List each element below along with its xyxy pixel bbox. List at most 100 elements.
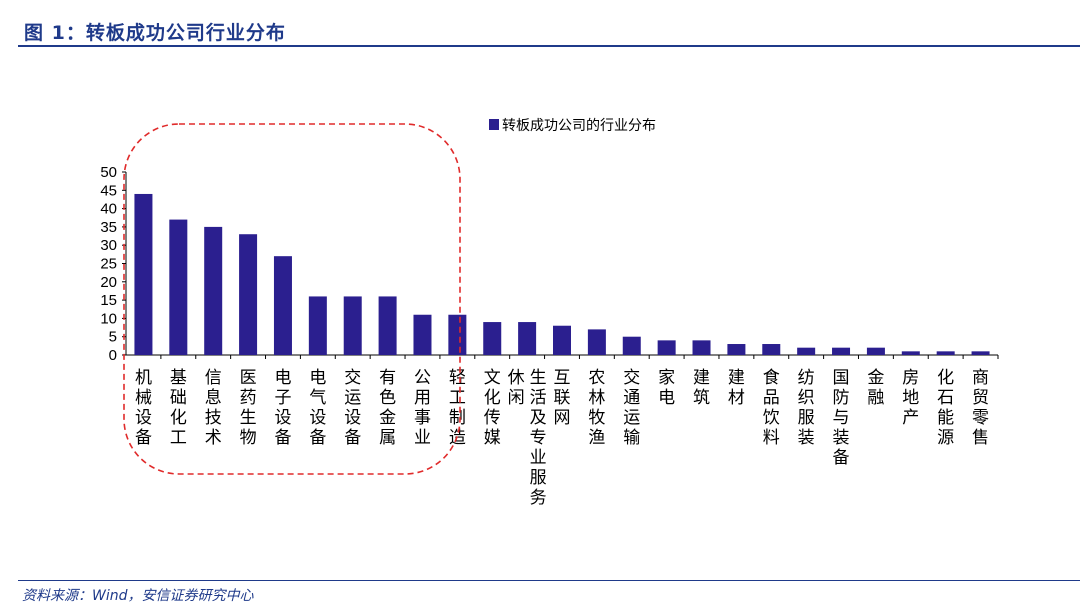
top-rule bbox=[18, 45, 1080, 47]
x-tick-char: 设 bbox=[135, 408, 152, 428]
x-tick-char: 料 bbox=[763, 428, 780, 448]
x-tick-char: 农 bbox=[588, 368, 605, 388]
x-tick-char: 色 bbox=[379, 388, 396, 408]
y-tick-label: 35 bbox=[100, 219, 117, 236]
y-tick-label: 30 bbox=[100, 237, 117, 254]
x-tick-char: 事 bbox=[414, 408, 431, 428]
x-tick-label: 家电 bbox=[658, 368, 675, 408]
x-tick-char: 文 bbox=[484, 368, 501, 388]
x-tick-char: 输 bbox=[623, 428, 640, 448]
x-tick-char: 装 bbox=[833, 428, 850, 448]
x-tick-char: 轻 bbox=[449, 368, 466, 388]
bar bbox=[727, 344, 746, 355]
x-tick-char: 饮 bbox=[763, 408, 780, 428]
x-tick-char: 互 bbox=[554, 368, 571, 388]
x-tick-char: 工 bbox=[449, 388, 466, 408]
chart-legend: 转板成功公司的行业分布 bbox=[489, 118, 656, 134]
x-tick-char: 售 bbox=[972, 428, 989, 448]
bar bbox=[553, 325, 571, 355]
x-tick-char: 国 bbox=[833, 368, 850, 388]
x-tick-char: 装 bbox=[798, 428, 815, 448]
x-tick-char: 商 bbox=[972, 368, 989, 388]
x-tick-char: 业 bbox=[530, 448, 547, 468]
x-tick-char: 用 bbox=[414, 388, 431, 408]
y-tick-label: 0 bbox=[109, 347, 117, 364]
bar bbox=[378, 296, 397, 355]
x-tick-char: 运 bbox=[344, 388, 361, 408]
x-tick-char: 零 bbox=[972, 408, 989, 428]
legend-label: 转板成功公司的行业分布 bbox=[502, 118, 656, 134]
bar bbox=[762, 344, 781, 355]
bar bbox=[832, 347, 851, 355]
x-tick-char: 媒 bbox=[484, 428, 501, 448]
bottom-rule bbox=[18, 580, 1080, 581]
x-tick-char: 属 bbox=[379, 428, 396, 448]
legend-swatch bbox=[489, 119, 499, 130]
x-tick-char: 建 bbox=[728, 368, 745, 388]
y-tick-label: 50 bbox=[100, 164, 117, 181]
x-tick-char: 设 bbox=[274, 408, 291, 428]
bar bbox=[518, 322, 537, 355]
x-tick-char: 网 bbox=[554, 408, 571, 428]
x-tick-char: 设 bbox=[344, 408, 361, 428]
x-tick-char: 础 bbox=[170, 388, 187, 408]
x-tick-char: 备 bbox=[833, 448, 850, 468]
x-tick-char: 化 bbox=[170, 408, 187, 428]
x-tick-char: 备 bbox=[274, 428, 291, 448]
x-tick-char: 织 bbox=[798, 388, 815, 408]
x-tick-char: 休 bbox=[508, 368, 525, 388]
x-tick-char: 信 bbox=[205, 368, 222, 388]
bar bbox=[971, 351, 990, 355]
bar bbox=[587, 329, 606, 355]
x-tick-char: 服 bbox=[798, 408, 815, 428]
x-tick-char: 联 bbox=[554, 388, 571, 408]
bar bbox=[343, 296, 362, 355]
bar bbox=[866, 347, 885, 355]
x-tick-char: 服 bbox=[530, 468, 547, 488]
source-note: 资料来源：Wind，安信证券研究中心 bbox=[22, 588, 254, 604]
y-tick-label: 45 bbox=[100, 182, 117, 199]
x-tick-char: 牧 bbox=[588, 408, 605, 428]
bar bbox=[169, 219, 188, 355]
bar bbox=[622, 336, 641, 355]
x-tick-char: 闲 bbox=[508, 388, 525, 408]
x-tick-char: 材 bbox=[728, 388, 745, 408]
x-tick-char: 交 bbox=[623, 368, 640, 388]
x-tick-char: 业 bbox=[414, 428, 431, 448]
bar bbox=[657, 340, 676, 355]
x-tick-char: 纺 bbox=[798, 368, 815, 388]
figure-title: 图 1：转板成功公司行业分布 bbox=[24, 22, 286, 44]
y-tick-label: 15 bbox=[100, 292, 117, 309]
x-tick-char: 电 bbox=[309, 368, 326, 388]
bar bbox=[308, 296, 327, 355]
x-tick-char: 通 bbox=[623, 388, 640, 408]
x-tick-char: 机 bbox=[135, 368, 152, 388]
x-tick-label: 金融 bbox=[867, 368, 884, 408]
x-tick-char: 活 bbox=[530, 388, 547, 408]
x-tick-labels: 机械设备基础化工信息技术医药生物电子设备电气设备交运设备有色金属公用事业轻工制造… bbox=[135, 368, 989, 508]
x-tick-char: 专 bbox=[530, 428, 547, 448]
x-tick-char: 有 bbox=[379, 368, 396, 388]
bar bbox=[797, 347, 816, 355]
highlight-dashed-box bbox=[123, 123, 461, 475]
x-tick-char: 设 bbox=[309, 408, 326, 428]
x-tick-char: 源 bbox=[937, 428, 954, 448]
x-tick-char: 品 bbox=[763, 388, 780, 408]
x-tick-char: 电 bbox=[274, 368, 291, 388]
x-tick-char: 气 bbox=[309, 388, 326, 408]
